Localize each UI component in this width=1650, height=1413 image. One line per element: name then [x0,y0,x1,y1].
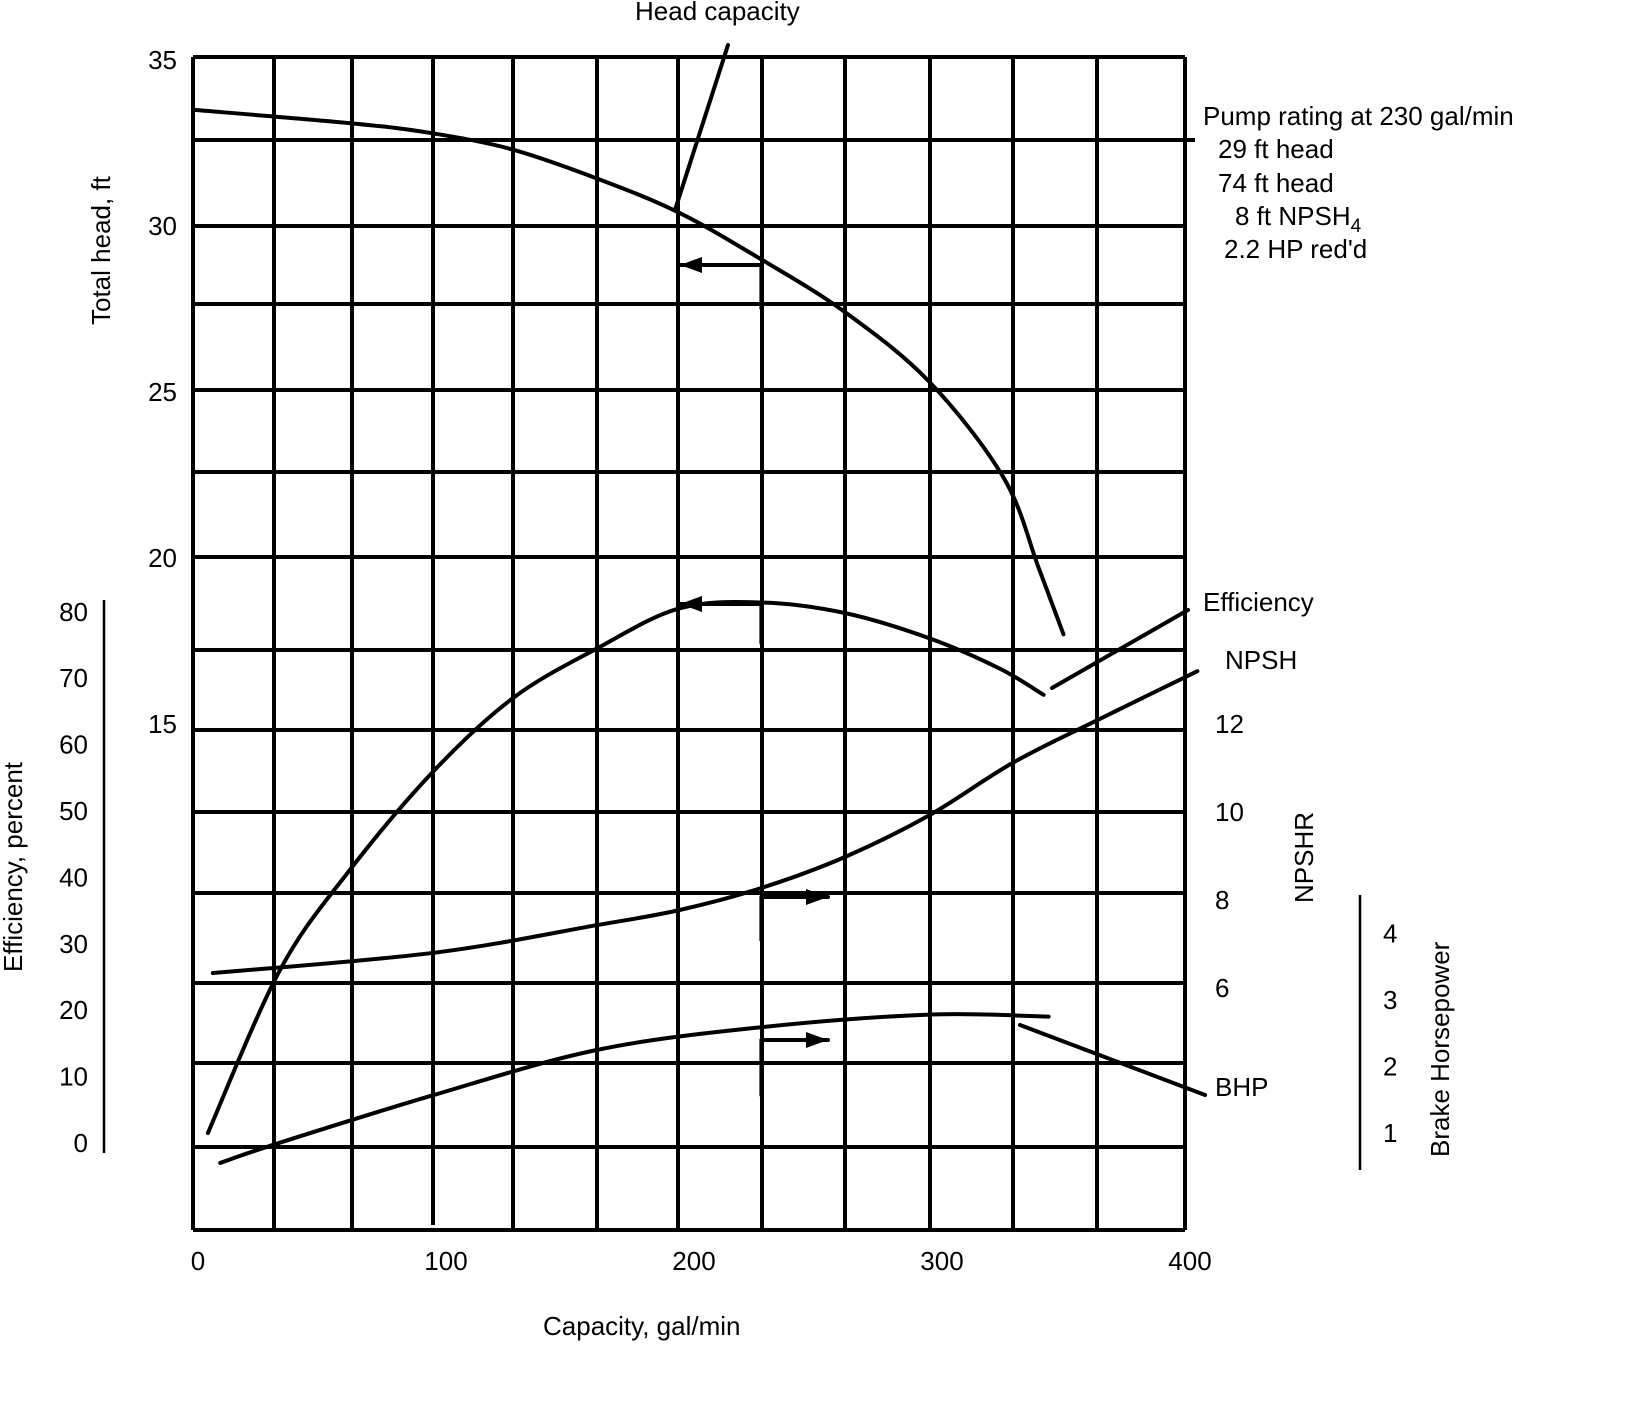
efficiency-tick-label: 60 [59,730,88,760]
x-axis-label: Capacity, gal/min [543,1311,741,1341]
annotation-npsh-subscript: 4 [1351,216,1362,237]
bhp-leader [1018,1023,1207,1097]
head-capacity-curve [191,107,1066,637]
npsh-curve [210,669,1200,976]
bhp-rating-arrow [759,1038,830,1097]
annotation-title: Pump rating at 230 gal/min [1203,101,1514,131]
grid [102,55,1362,1232]
rating-annotation: Pump rating at 230 gal/min 29 ft head 74… [1203,101,1514,264]
annotation-line: 8 ft NPSH4 [1235,201,1362,237]
efficiency-tick-label: 70 [59,663,88,693]
series-label-efficiency: Efficiency [1203,587,1314,617]
head-tick-label: 25 [148,377,177,407]
npsh-rating-arrow-head [806,889,828,905]
efficiency-tick-label: 20 [59,995,88,1025]
efficiency-tick-label: 80 [59,597,88,627]
series-label-bhp: BHP [1215,1072,1268,1102]
annotation-line: 29 ft head [1218,134,1334,164]
efficiency-rating-arrow [678,602,764,645]
efficiency-tick-label: 30 [59,929,88,959]
x-tick-label: 100 [424,1246,467,1276]
efficiency-tick-label: 50 [59,796,88,826]
bhp-rating-arrow-head [806,1032,828,1048]
bhp-tick-label: 3 [1383,985,1397,1015]
npsh-rating-arrow [759,895,830,942]
curves [191,43,1207,1165]
x-tick-label: 400 [1168,1246,1211,1276]
series-label-npsh: NPSH [1225,645,1297,675]
head-rating-arrow-head [680,257,702,273]
bhp-axis-label: Brake Horsepower [1425,941,1455,1157]
efficiency-tick-label: 0 [74,1128,88,1158]
npshr-tick-label: 10 [1215,797,1244,827]
x-tick-label: 0 [191,1246,205,1276]
head-tick-label: 30 [148,211,177,241]
bhp-tick-label: 2 [1383,1052,1397,1082]
head-capacity-leader [673,43,730,212]
x-tick-label: 200 [672,1246,715,1276]
head-tick-label: 20 [148,543,177,573]
efficiency-tick-label: 10 [59,1062,88,1092]
efficiency-rating-arrow-head [680,596,702,612]
bhp-tick-label: 1 [1383,1118,1397,1148]
bhp-tick-label: 4 [1383,919,1397,949]
npshr-tick-label: 6 [1215,973,1229,1003]
annotation-npsh-text: 8 ft NPSH [1235,201,1351,231]
tick-labels: 0 100 200 300 400353025201580706050403020100… [59,45,1397,1276]
efficiency-curve [205,600,1046,1136]
head-axis-label: Total head, ft [86,175,116,325]
head-tick-label: 35 [148,45,177,75]
efficiency-tick-label: 40 [59,862,88,892]
head-tick-label: 15 [148,709,177,739]
series-label-head-capacity: Head capacity [635,0,800,26]
annotation-line: 2.2 HP red'd [1224,234,1367,264]
head-rating-arrow [678,263,764,310]
annotation-line: 74 ft head [1218,168,1334,198]
npshr-tick-label: 8 [1215,885,1229,915]
efficiency-leader [1050,608,1190,690]
npshr-tick-label: 12 [1215,709,1244,739]
rating-arrows [678,257,830,1097]
efficiency-axis-label: Efficiency, percent [0,761,28,972]
bhp-curve [218,1012,1051,1165]
npshr-axis-label: NPSHR [1289,812,1319,903]
x-tick-label: 300 [920,1246,963,1276]
